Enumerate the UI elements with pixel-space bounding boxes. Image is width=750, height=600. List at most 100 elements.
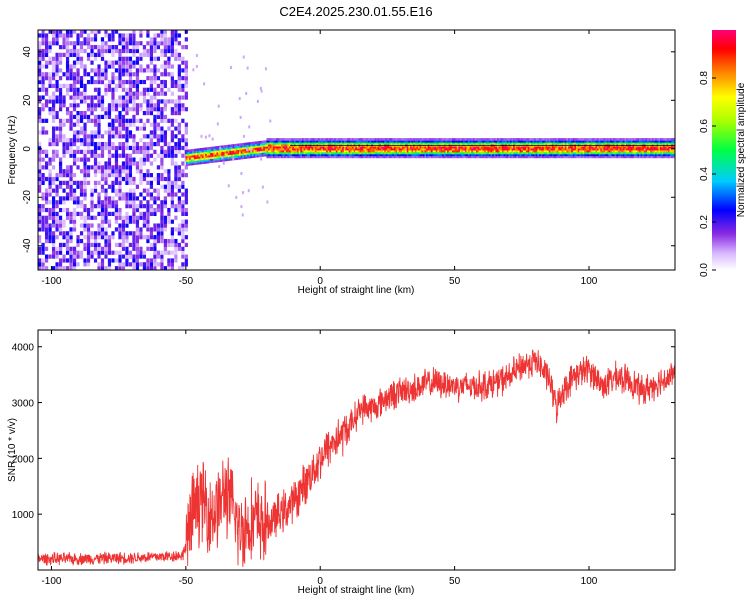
spectrogram-cell	[177, 72, 181, 77]
spectrogram-cell	[618, 138, 621, 141]
spectrogram-cell	[351, 138, 355, 141]
spectrogram-cell	[125, 200, 129, 205]
spectrogram-cell	[55, 184, 59, 189]
spectrogram-cell	[58, 68, 63, 73]
spectrogram-cell	[93, 235, 98, 240]
spectrogram-cell	[163, 48, 167, 54]
spectrogram-cell	[121, 107, 126, 112]
spectrogram-cell	[104, 204, 108, 209]
spectrogram-cell	[142, 68, 147, 73]
spectrogram-cell	[564, 142, 568, 145]
spectrogram-cell	[584, 151, 587, 155]
spectrogram-cell	[181, 184, 185, 189]
spectrogram-cell	[160, 165, 164, 170]
spectrogram-cell	[55, 246, 59, 251]
spectrogram-cell	[83, 235, 87, 240]
spectrogram-cell	[614, 138, 617, 141]
spectrogram-cell	[608, 138, 611, 141]
spectrogram-cell	[48, 235, 52, 240]
spectrogram-cell	[490, 155, 493, 159]
spectrogram-cell	[93, 238, 98, 244]
spectrogram-cell	[672, 153, 675, 157]
spectrogram-cell	[163, 169, 167, 174]
spectrogram-cell	[121, 161, 126, 166]
spectrogram-cell	[600, 145, 603, 149]
spectrogram-cell	[250, 145, 253, 149]
spectrogram-cell	[505, 153, 508, 157]
spectrogram-cell	[192, 148, 195, 152]
spectrogram-cell	[527, 155, 530, 159]
spectrogram-cell	[608, 153, 611, 157]
spectrogram-cell	[156, 223, 160, 228]
spectrogram-cell	[401, 153, 405, 157]
spectrogram-cell	[181, 204, 185, 209]
spectrogram-cell	[311, 138, 314, 141]
spectrogram-cell	[595, 153, 598, 157]
spectrogram-cell	[76, 33, 80, 38]
spectrogram-cell	[445, 138, 448, 141]
spectrogram-cell	[435, 147, 438, 151]
spectrogram-cell	[324, 151, 327, 155]
spectrogram-cell	[627, 151, 630, 155]
spectrogram-cell	[216, 159, 219, 163]
spectrogram-cell	[214, 150, 218, 153]
spectrogram-cell	[132, 204, 136, 209]
spectrogram-cell	[303, 138, 306, 141]
spectrogram-cell	[200, 151, 203, 155]
spectrogram-cell	[334, 155, 337, 159]
spectrogram-cell	[90, 48, 94, 54]
spectrogram-cell	[160, 200, 164, 205]
spectrogram-cell	[505, 149, 508, 153]
spectrogram-cell	[529, 153, 532, 157]
spectrogram-cell	[624, 153, 627, 157]
spectrogram-cell	[618, 147, 621, 151]
spectrogram-cell	[321, 155, 324, 159]
spectrogram-cell	[93, 149, 98, 154]
spectrogram-cell	[174, 153, 178, 158]
spectrogram-cell	[342, 155, 345, 159]
spectrogram-cell	[310, 151, 313, 155]
spectrogram-cell	[192, 154, 195, 158]
spectrogram-cell	[86, 56, 91, 61]
spectrogram-cell	[282, 147, 285, 151]
spectrogram-cell	[311, 140, 314, 143]
spectrogram-cell	[559, 153, 563, 157]
spectrogram-cell	[177, 165, 181, 170]
spectrogram-cell	[208, 158, 211, 162]
spectrogram-cell	[645, 149, 648, 153]
spectrogram-cell	[149, 87, 154, 92]
spectrogram-cell	[287, 151, 290, 155]
spectrogram-cell	[41, 242, 45, 248]
spectrogram-cell	[458, 147, 461, 151]
spectrogram-cell	[62, 242, 66, 248]
spectrogram-cell	[430, 147, 434, 151]
spectrogram-cell	[416, 145, 419, 149]
spectrogram-cell	[337, 155, 340, 159]
spectrogram-cell	[300, 138, 303, 141]
spectrogram-cell	[79, 118, 84, 123]
spectrogram-cell	[184, 145, 188, 151]
spectrogram-cell	[368, 142, 371, 145]
spectrogram-cell	[637, 142, 640, 145]
spectrogram-cell	[450, 147, 453, 151]
spectrogram-cell	[41, 227, 45, 232]
spectrogram-cell	[170, 161, 174, 166]
spectrogram-cell	[347, 140, 350, 143]
spectrogram-cell	[72, 48, 77, 54]
spectrogram-cell	[466, 155, 469, 159]
spectrogram-cell	[214, 148, 218, 151]
spectrogram-cell	[542, 145, 545, 149]
spectrogram-cell	[321, 140, 324, 143]
spectrogram-cell	[174, 134, 178, 139]
spectrogram-cell	[100, 246, 105, 251]
spectrogram-cell	[38, 235, 42, 240]
spectrogram-cell	[555, 138, 558, 141]
spectrogram-cell	[79, 250, 84, 255]
spectrogram-cell	[571, 138, 574, 141]
spectrogram-cell	[149, 110, 154, 116]
spectrogram-cell	[480, 138, 484, 141]
spectrogram-cell	[51, 126, 56, 131]
spectrogram-cell	[104, 211, 108, 217]
spectrogram-cell	[301, 149, 305, 153]
spectrogram-cell	[334, 147, 337, 151]
